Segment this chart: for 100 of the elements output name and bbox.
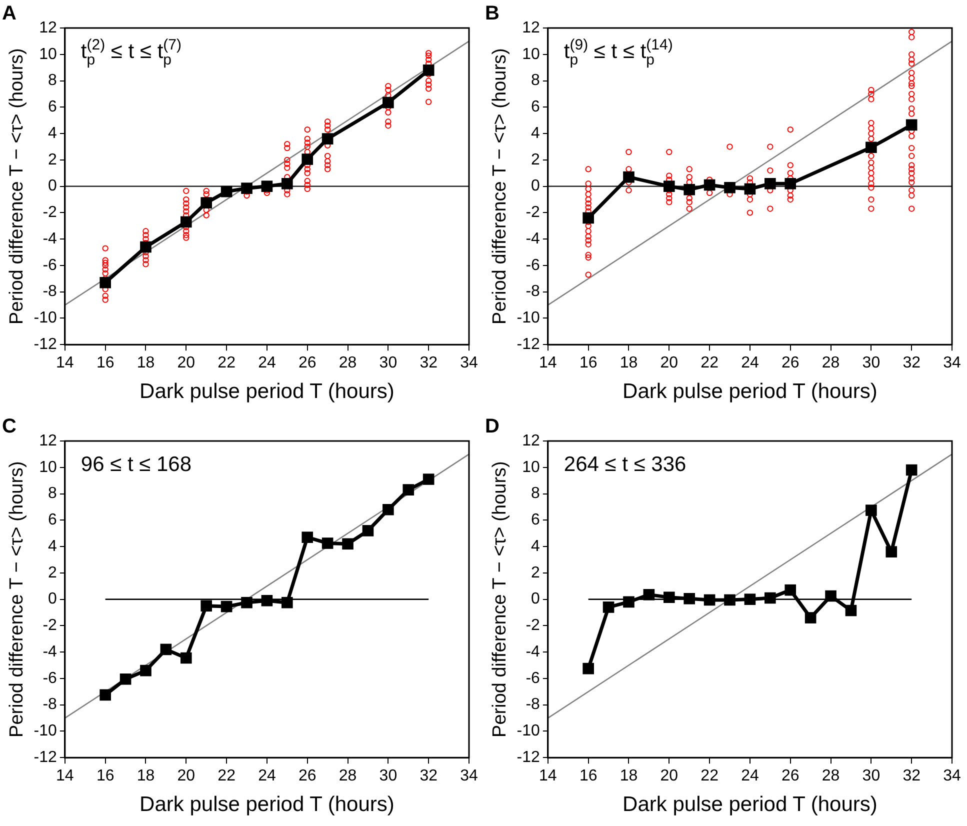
- point: [724, 182, 736, 194]
- point: [382, 504, 394, 516]
- x-tick-label: 34: [460, 354, 478, 372]
- x-tick-label: 32: [420, 768, 438, 785]
- y-tick-label: -4: [526, 230, 540, 248]
- y-axis-title: Period difference T − <τ> (hours): [490, 48, 511, 324]
- point: [140, 664, 152, 676]
- y-tick-label: 12: [39, 432, 58, 450]
- point: [602, 602, 614, 613]
- y-tick-label: -10: [34, 722, 58, 740]
- point: [845, 604, 857, 616]
- point: [200, 197, 212, 208]
- point: [422, 474, 434, 485]
- x-tick-label: 26: [781, 768, 800, 785]
- point: [302, 154, 314, 165]
- x-tick-label: 24: [741, 768, 759, 785]
- x-tick-label: 34: [460, 768, 478, 785]
- x-tick-label: 24: [258, 354, 276, 372]
- point: [744, 594, 756, 605]
- point: [342, 538, 354, 550]
- x-tick-label: 22: [218, 768, 236, 785]
- point: [724, 594, 736, 606]
- point: [302, 532, 314, 543]
- x-tick-label: 30: [379, 354, 398, 372]
- chart-title: A: [2, 2, 16, 25]
- y-tick-label: -10: [516, 722, 540, 740]
- point: [322, 133, 334, 144]
- y-tick-label: -6: [526, 256, 540, 274]
- x-tick-label: 14: [539, 354, 557, 372]
- y-tick-label: 4: [531, 538, 540, 555]
- chart-title: D: [485, 416, 500, 438]
- y-tick-label: 2: [48, 564, 58, 582]
- x-tick-label: 24: [258, 768, 276, 785]
- point: [140, 241, 152, 253]
- point: [866, 142, 877, 154]
- x-tick-label: 16: [579, 768, 598, 785]
- chart-title: C: [2, 416, 16, 438]
- point: [282, 596, 293, 608]
- x-tick-label: 14: [539, 768, 557, 785]
- y-tick-label: 0: [48, 178, 58, 195]
- y-tick-label: 12: [522, 432, 540, 450]
- y-tick-label: 8: [48, 485, 58, 502]
- point: [100, 276, 111, 288]
- y-tick-label: 10: [39, 46, 58, 63]
- x-tick-label: 26: [781, 354, 800, 372]
- point: [582, 662, 594, 674]
- x-tick-label: 18: [620, 768, 638, 785]
- x-tick-label: 22: [700, 354, 719, 372]
- x-axis-title: Dark pulse period T (hours): [622, 793, 878, 816]
- x-tick-label: 18: [620, 354, 638, 372]
- y-tick-label: -10: [34, 310, 58, 327]
- x-tick-label: 30: [862, 354, 880, 372]
- x-tick-label: 30: [379, 768, 398, 785]
- point: [825, 590, 836, 602]
- x-tick-label: 28: [338, 354, 357, 372]
- x-tick-label: 22: [218, 354, 236, 372]
- y-tick-label: -6: [526, 670, 540, 687]
- point: [160, 644, 172, 656]
- y-tick-label: 10: [522, 46, 540, 63]
- y-tick-label: 6: [531, 98, 540, 116]
- point: [220, 186, 232, 198]
- y-tick-label: -6: [42, 670, 58, 687]
- point: [241, 182, 252, 194]
- y-tick-label: 2: [531, 564, 540, 582]
- y-tick-label: 4: [531, 124, 540, 142]
- y-tick-label: 8: [48, 72, 58, 90]
- y-tick-label: -2: [42, 204, 58, 222]
- point: [261, 180, 273, 192]
- y-tick-label: -2: [42, 617, 58, 634]
- x-tick-label: 30: [862, 768, 880, 785]
- x-tick-label: 34: [943, 354, 961, 372]
- point: [704, 179, 716, 191]
- y-tick-label: -6: [42, 256, 58, 274]
- y-axis-title: Period difference T − <τ> (hours): [6, 461, 28, 738]
- point: [241, 596, 252, 608]
- y-tick-label: -8: [42, 696, 58, 714]
- point: [180, 216, 192, 228]
- point: [684, 184, 696, 196]
- y-tick-label: 0: [48, 590, 58, 608]
- point: [100, 689, 111, 701]
- y-tick-label: -4: [526, 643, 540, 660]
- y-tick-label: -10: [516, 310, 540, 327]
- x-tick-label: 32: [420, 354, 438, 372]
- x-tick-label: 16: [96, 768, 114, 785]
- y-axis-title: Period difference T − <τ> (hours): [6, 48, 28, 324]
- y-tick-label: 0: [531, 590, 540, 608]
- y-tick-label: 6: [48, 98, 58, 116]
- x-tick-label: 18: [136, 354, 155, 372]
- point: [322, 538, 334, 549]
- y-tick-label: -2: [526, 617, 540, 634]
- x-tick-label: 20: [177, 768, 196, 785]
- point: [784, 178, 796, 190]
- y-tick-label: 0: [531, 178, 540, 195]
- x-tick-label: 14: [56, 768, 74, 785]
- x-tick-label: 28: [822, 768, 840, 785]
- point: [643, 589, 655, 600]
- x-tick-label: 20: [660, 768, 678, 785]
- point: [120, 673, 132, 685]
- y-tick-label: 8: [531, 72, 540, 90]
- y-axis-title: Period difference T − <τ> (hours): [490, 461, 511, 738]
